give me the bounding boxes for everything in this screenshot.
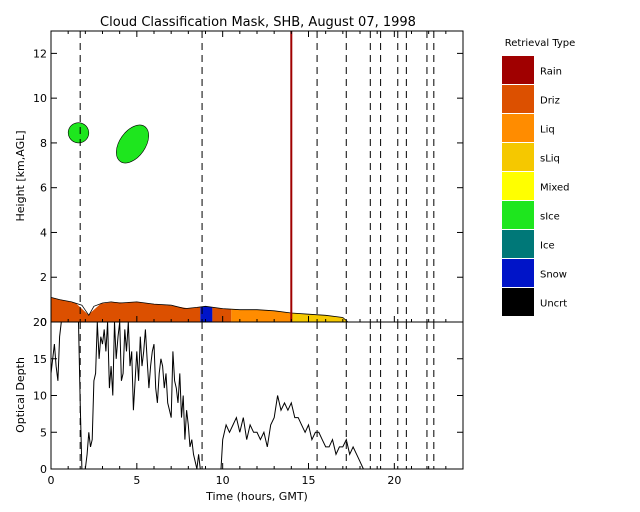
classification-data xyxy=(50,31,349,323)
height-tick-label-0: 0 xyxy=(40,316,47,329)
optical-depth-line xyxy=(50,321,364,470)
legend-swatch-driz xyxy=(502,85,534,113)
legend-swatch-rain xyxy=(502,56,534,84)
time-axis-ticks: 0 5 10 15 20 xyxy=(48,463,464,487)
ice-patch-0 xyxy=(67,122,90,144)
time-tick-label-0: 0 xyxy=(48,474,55,487)
legend-label-driz: Driz xyxy=(540,96,560,107)
rain-column xyxy=(290,31,293,322)
legend-label-sliq: sLiq xyxy=(540,154,560,165)
od-tick-label-0: 0 xyxy=(40,463,47,476)
height-tick-label-4: 4 xyxy=(40,226,47,239)
time-tick-label-5: 5 xyxy=(133,474,140,487)
optical-depth-panel: 0 5 10 15 20 0 5 10 15 20 Optical Depth Time (ho… xyxy=(14,316,464,503)
legend-swatch-uncrt xyxy=(502,288,534,316)
class-span-liq-3 xyxy=(231,309,292,322)
legend-swatch-ice xyxy=(502,230,534,258)
chart-title: Cloud Classification Mask, SHB, August 0… xyxy=(100,15,416,30)
class-span-driz-0 xyxy=(51,297,201,322)
class-span-snow-1 xyxy=(200,306,213,322)
time-tick-label-10: 10 xyxy=(216,474,230,487)
height-tick-label-8: 8 xyxy=(40,137,47,150)
legend-label-mixed: Mixed xyxy=(540,183,570,194)
retrieval-type-legend: Retrieval Type Rain Driz Liq sLiq Mixed sIce I… xyxy=(502,38,575,316)
legend-swatch-liq xyxy=(502,114,534,142)
height-tick-label-10: 10 xyxy=(33,92,47,105)
od-tick-label-20: 20 xyxy=(33,316,47,329)
ice-patch-1 xyxy=(116,124,149,164)
legend-swatch-sliq xyxy=(502,143,534,171)
legend-label-ice: Ice xyxy=(540,241,555,252)
legend-swatch-snow xyxy=(502,259,534,287)
height-tick-label-6: 6 xyxy=(40,182,47,195)
od-tick-label-5: 5 xyxy=(40,426,47,439)
optical-depth-axis-label: Optical Depth xyxy=(14,357,27,433)
height-axis-ticks: 0 2 4 6 8 10 12 xyxy=(33,31,464,329)
legend-swatch-mixed xyxy=(502,172,534,200)
height-tick-label-12: 12 xyxy=(33,47,47,60)
time-axis-label: Time (hours, GMT) xyxy=(205,490,308,503)
height-tick-label-2: 2 xyxy=(40,271,47,284)
classification-frame xyxy=(50,30,464,323)
legend-title: Retrieval Type xyxy=(505,38,576,49)
legend-label-liq: Liq xyxy=(540,125,555,136)
optical-depth-axis-ticks: 0 5 10 15 20 xyxy=(33,316,463,476)
legend-label-rain: Rain xyxy=(540,67,562,78)
legend-label-uncrt: Uncrt xyxy=(540,299,567,310)
cloud-top-edge xyxy=(50,297,349,323)
od-tick-label-10: 10 xyxy=(33,390,47,403)
od-tick-label-15: 15 xyxy=(33,353,47,366)
class-span-sliq-4 xyxy=(291,313,347,322)
legend-label-sice: sIce xyxy=(540,212,560,223)
time-tick-label-15: 15 xyxy=(302,474,316,487)
legend-swatch-sice xyxy=(502,201,534,229)
classification-panel: 0 2 4 6 8 10 12 Height [km,AGL] xyxy=(14,30,464,329)
legend-label-snow: Snow xyxy=(540,270,567,281)
height-axis-label: Height [km,AGL] xyxy=(14,130,27,221)
time-tick-label-20: 20 xyxy=(387,474,401,487)
class-span-driz-2 xyxy=(212,307,232,322)
classification-gap-lines xyxy=(79,31,435,322)
